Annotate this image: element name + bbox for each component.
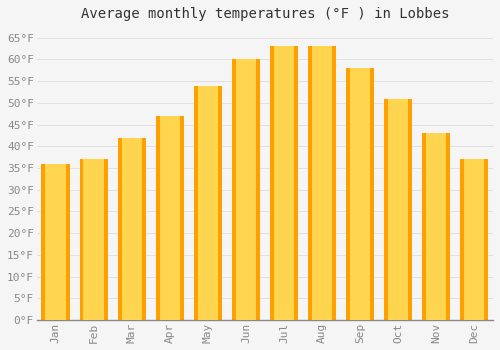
Bar — [308, 47, 336, 320]
Bar — [384, 99, 412, 320]
Title: Average monthly temperatures (°F ) in Lobbes: Average monthly temperatures (°F ) in Lo… — [80, 7, 449, 21]
Bar — [46, 164, 66, 320]
Bar — [388, 99, 408, 320]
Bar — [346, 68, 374, 320]
Bar — [80, 159, 108, 320]
Bar — [270, 47, 298, 320]
Bar — [350, 68, 370, 320]
Bar — [464, 159, 484, 320]
Bar — [118, 138, 146, 320]
Bar — [232, 60, 260, 320]
Bar — [274, 47, 294, 320]
Bar — [160, 116, 180, 320]
Bar — [422, 133, 450, 320]
Bar — [312, 47, 332, 320]
Bar — [84, 159, 104, 320]
Bar — [236, 60, 256, 320]
Bar — [460, 159, 488, 320]
Bar — [426, 133, 446, 320]
Bar — [198, 85, 218, 320]
Bar — [42, 164, 70, 320]
Bar — [156, 116, 184, 320]
Bar — [194, 85, 222, 320]
Bar — [122, 138, 142, 320]
